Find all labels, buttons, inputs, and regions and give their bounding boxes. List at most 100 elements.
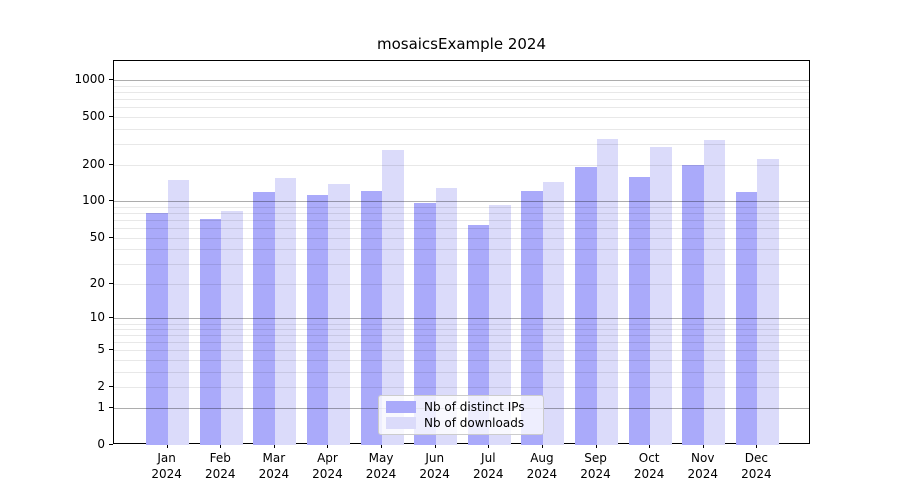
x-tick-mark-sep	[595, 444, 597, 448]
bar-distinct-ips-aug	[521, 191, 543, 445]
x-axis-tick-label-oct: Oct 2024	[633, 451, 665, 481]
legend-item-distinct-ips: Nb of distinct IPs	[386, 400, 536, 414]
x-axis-tick-label-feb: Feb 2024	[204, 451, 236, 481]
gridline-y-3	[114, 371, 809, 373]
y-tick-mark-1	[109, 407, 113, 409]
bar-distinct-ips-jun	[414, 203, 436, 445]
x-tick-mark-jul	[488, 444, 490, 448]
gridline-y-1000	[114, 80, 809, 82]
gridline-y-300	[114, 143, 809, 145]
y-axis-tick-label-500: 500	[82, 108, 105, 123]
bar-downloads-sep	[596, 138, 619, 445]
y-tick-mark-200	[109, 164, 113, 166]
x-tick-mark-jun	[434, 444, 436, 448]
gridline-y-100	[114, 201, 809, 203]
gridline-y-500	[114, 116, 809, 118]
bar-distinct-ips-oct	[628, 177, 651, 445]
gridline-y-900	[114, 86, 809, 87]
x-axis-tick-label-jul: Jul 2024	[473, 451, 504, 481]
bar-downloads-apr	[328, 183, 350, 445]
gridline-y-5	[114, 350, 809, 352]
bar-distinct-ips-feb	[199, 218, 222, 445]
gridline-y-2	[114, 387, 809, 389]
bar-distinct-ips-sep	[575, 166, 597, 445]
x-tick-mark-aug	[541, 444, 543, 448]
y-axis-tick-label-1000: 1000	[74, 72, 105, 87]
y-axis-tick-label-50: 50	[89, 229, 105, 244]
gridline-y-4	[114, 360, 809, 362]
x-axis-tick-label-may: May 2024	[365, 451, 397, 481]
bar-downloads-dec	[757, 158, 779, 445]
x-tick-mark-oct	[649, 444, 651, 448]
legend-swatch-downloads	[386, 417, 416, 429]
bar-distinct-ips-jan	[146, 213, 168, 445]
gridline-y-800	[114, 92, 809, 94]
gridline-y-600	[114, 107, 809, 109]
plot-area	[113, 60, 810, 445]
y-tick-mark-50	[109, 236, 113, 238]
chart-title: mosaicsExample 2024	[376, 35, 547, 53]
gridline-y-8	[114, 329, 809, 331]
gridline-y-700	[114, 99, 809, 101]
legend-item-downloads: Nb of downloads	[386, 416, 536, 430]
y-axis-tick-label-100: 100	[82, 193, 105, 208]
y-tick-mark-2	[109, 386, 113, 388]
x-tick-mark-dec	[756, 444, 758, 448]
y-axis-tick-label-200: 200	[82, 157, 105, 172]
x-tick-mark-jan	[166, 444, 168, 448]
gridline-y-20	[114, 284, 809, 286]
legend-label-distinct-ips: Nb of distinct IPs	[424, 400, 525, 414]
gridline-y-70	[114, 220, 809, 222]
bar-distinct-ips-may	[360, 191, 383, 445]
x-tick-mark-feb	[220, 444, 222, 448]
x-axis-tick-label-aug: Aug 2024	[526, 451, 558, 481]
bar-downloads-jun	[435, 187, 458, 445]
legend-label-downloads: Nb of downloads	[424, 416, 525, 430]
gridline-y-400	[114, 128, 809, 130]
x-tick-mark-apr	[327, 444, 329, 448]
gridline-y-6	[114, 342, 809, 344]
x-tick-mark-mar	[273, 444, 275, 448]
bar-downloads-may	[382, 149, 404, 445]
y-tick-mark-500	[109, 115, 113, 117]
x-axis-tick-label-mar: Mar 2024	[258, 451, 290, 481]
gridline-y-80	[114, 213, 809, 215]
bar-distinct-ips-apr	[306, 195, 329, 445]
x-axis-tick-label-sep: Sep 2024	[580, 451, 611, 481]
x-tick-mark-may	[381, 444, 383, 448]
x-axis-tick-label-apr: Apr 2024	[312, 451, 343, 481]
legend: Nb of distinct IPs Nb of downloads	[378, 395, 544, 435]
gridline-y-7	[114, 335, 809, 337]
legend-swatch-distinct-ips	[386, 401, 416, 413]
gridline-y-200	[114, 165, 809, 167]
bar-downloads-jul	[489, 204, 511, 445]
bar-distinct-ips-mar	[253, 192, 275, 445]
y-tick-mark-100	[109, 200, 113, 202]
gridline-y-10	[114, 318, 809, 320]
gridline-y-30	[114, 263, 809, 265]
y-axis-tick-label-5: 5	[97, 342, 105, 357]
bar-downloads-jan	[167, 180, 190, 445]
bar-downloads-feb	[221, 211, 243, 445]
y-axis-tick-label-0: 0	[97, 437, 105, 451]
x-tick-mark-nov	[702, 444, 704, 448]
bar-downloads-aug	[542, 182, 565, 445]
gridline-y-60	[114, 228, 809, 230]
bar-downloads-oct	[650, 146, 672, 445]
bar-distinct-ips-jul	[467, 224, 490, 445]
x-axis-tick-label-jan: Jan 2024	[151, 451, 182, 481]
x-axis-tick-label-nov: Nov 2024	[687, 451, 719, 481]
y-axis-tick-label-20: 20	[89, 276, 105, 291]
bar-distinct-ips-dec	[735, 192, 758, 445]
bar-downloads-nov	[703, 140, 726, 445]
y-tick-mark-10	[109, 317, 113, 319]
y-axis-tick-label-10: 10	[89, 310, 105, 325]
gridline-y-40	[114, 249, 809, 251]
gridline-y-50	[114, 237, 809, 239]
x-axis-tick-label-jun: Jun 2024	[419, 451, 450, 481]
y-tick-mark-20	[109, 283, 113, 285]
bar-downloads-mar	[274, 177, 297, 445]
y-tick-mark-1000	[109, 79, 113, 81]
y-tick-mark-0	[109, 444, 113, 445]
